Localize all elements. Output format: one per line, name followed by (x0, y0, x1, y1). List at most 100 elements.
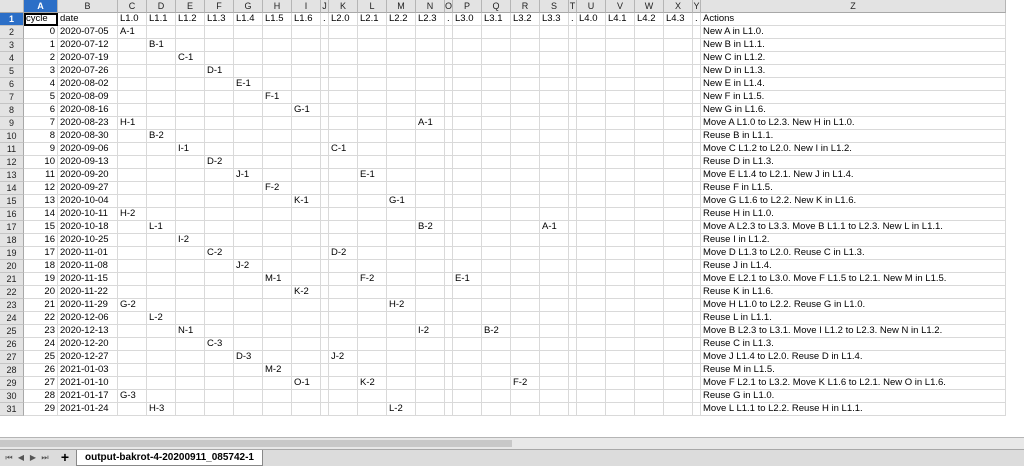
grid-cell[interactable] (321, 78, 329, 91)
grid-cell[interactable] (482, 65, 511, 78)
grid-cell[interactable] (263, 104, 292, 117)
grid-cell[interactable] (540, 169, 569, 182)
cycle-cell[interactable]: 16 (24, 234, 58, 247)
grid-cell[interactable] (577, 338, 606, 351)
column-header-b[interactable]: B (58, 0, 118, 13)
cycle-cell[interactable]: 11 (24, 169, 58, 182)
grid-cell[interactable] (176, 208, 205, 221)
grid-cell[interactable] (263, 117, 292, 130)
grid-cell[interactable] (205, 403, 234, 416)
action-cell[interactable]: Reuse G in L1.0. (701, 390, 1006, 403)
grid-cell[interactable] (577, 91, 606, 104)
grid-cell[interactable] (387, 390, 416, 403)
grid-cell[interactable] (292, 52, 321, 65)
grid-cell[interactable] (577, 273, 606, 286)
grid-cell[interactable] (606, 247, 635, 260)
grid-cell[interactable] (540, 299, 569, 312)
grid-cell[interactable] (263, 26, 292, 39)
grid-cell[interactable] (635, 65, 664, 78)
grid-cell[interactable] (205, 169, 234, 182)
grid-cell[interactable] (321, 117, 329, 130)
grid-cell[interactable]: E-1 (234, 78, 263, 91)
grid-cell[interactable] (176, 286, 205, 299)
grid-cell[interactable] (263, 325, 292, 338)
grid-cell[interactable] (263, 143, 292, 156)
grid-cell[interactable] (147, 364, 176, 377)
grid-cell[interactable] (453, 390, 482, 403)
grid-cell[interactable] (147, 143, 176, 156)
grid-cell[interactable] (693, 26, 701, 39)
grid-cell[interactable] (577, 377, 606, 390)
grid-cell[interactable] (540, 78, 569, 91)
grid-cell[interactable] (540, 286, 569, 299)
grid-cell[interactable] (176, 247, 205, 260)
date-cell[interactable]: 2020-07-26 (58, 65, 118, 78)
grid-cell[interactable] (606, 403, 635, 416)
grid-cell[interactable] (358, 182, 387, 195)
first-sheet-icon[interactable]: ⏮ (5, 453, 13, 462)
grid-cell[interactable] (263, 390, 292, 403)
grid-cell[interactable] (147, 26, 176, 39)
grid-cell[interactable] (118, 39, 147, 52)
grid-cell[interactable] (511, 169, 540, 182)
grid-cell[interactable] (445, 299, 453, 312)
grid-cell[interactable] (445, 104, 453, 117)
grid-cell[interactable] (147, 156, 176, 169)
grid-cell[interactable] (693, 182, 701, 195)
grid-cell[interactable] (569, 39, 577, 52)
row-header-17[interactable]: 17 (0, 221, 24, 234)
header-cell-y[interactable]: . (693, 13, 701, 26)
grid-cell[interactable] (263, 156, 292, 169)
grid-cell[interactable] (664, 390, 693, 403)
grid-cell[interactable] (445, 26, 453, 39)
grid-cell[interactable] (416, 364, 445, 377)
grid-cell[interactable] (482, 377, 511, 390)
grid-cell[interactable] (205, 39, 234, 52)
grid-cell[interactable] (416, 39, 445, 52)
grid-cell[interactable] (416, 390, 445, 403)
row-header-26[interactable]: 26 (0, 338, 24, 351)
grid-cell[interactable] (453, 312, 482, 325)
grid-cell[interactable] (482, 338, 511, 351)
grid-cell[interactable] (329, 364, 358, 377)
row-header-11[interactable]: 11 (0, 143, 24, 156)
grid-cell[interactable] (577, 78, 606, 91)
grid-cell[interactable] (664, 312, 693, 325)
grid-cell[interactable] (416, 182, 445, 195)
grid-cell[interactable] (176, 91, 205, 104)
grid-cell[interactable] (147, 351, 176, 364)
grid-cell[interactable] (453, 260, 482, 273)
grid-cell[interactable] (453, 169, 482, 182)
grid-cell[interactable] (635, 78, 664, 91)
grid-cell[interactable] (263, 130, 292, 143)
date-cell[interactable]: 2020-10-25 (58, 234, 118, 247)
grid-cell[interactable] (292, 364, 321, 377)
grid-cell[interactable] (118, 65, 147, 78)
grid-cell[interactable] (606, 364, 635, 377)
grid-cell[interactable] (511, 208, 540, 221)
grid-cell[interactable] (445, 39, 453, 52)
grid-cell[interactable] (693, 143, 701, 156)
cycle-cell[interactable]: 0 (24, 26, 58, 39)
grid-cell[interactable] (234, 52, 263, 65)
grid-cell[interactable] (453, 26, 482, 39)
column-header-a[interactable]: A (24, 0, 58, 13)
grid-cell[interactable] (577, 169, 606, 182)
cycle-cell[interactable]: 12 (24, 182, 58, 195)
action-cell[interactable]: New B in L1.1. (701, 39, 1006, 52)
grid-cell[interactable] (176, 182, 205, 195)
grid-cell[interactable] (263, 208, 292, 221)
grid-cell[interactable]: A-1 (118, 26, 147, 39)
grid-cell[interactable] (606, 195, 635, 208)
date-cell[interactable]: 2020-12-20 (58, 338, 118, 351)
grid-cell[interactable] (205, 195, 234, 208)
grid-cell[interactable] (329, 26, 358, 39)
column-header-d[interactable]: D (147, 0, 176, 13)
grid-cell[interactable] (635, 273, 664, 286)
grid-cell[interactable] (635, 403, 664, 416)
grid-cell[interactable] (606, 91, 635, 104)
grid-cell[interactable] (453, 234, 482, 247)
grid-cell[interactable]: K-2 (292, 286, 321, 299)
grid-cell[interactable] (693, 208, 701, 221)
grid-cell[interactable]: D-3 (234, 351, 263, 364)
